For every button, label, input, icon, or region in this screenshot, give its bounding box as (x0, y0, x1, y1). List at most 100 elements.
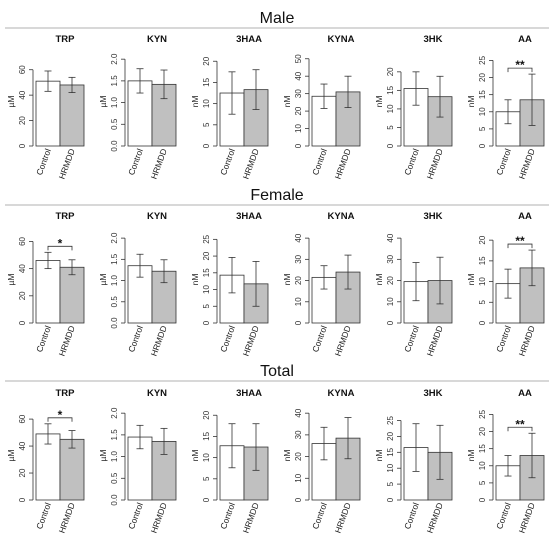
y-tick-label: 15 (478, 444, 487, 453)
x-tick-label: Control (310, 501, 329, 530)
y-tick-label: 10 (202, 99, 211, 108)
x-tick-label: HRMDD (57, 324, 77, 357)
y-axis-label: nM (282, 450, 292, 462)
x-tick-label: Control (126, 501, 145, 530)
y-tick-label: 15 (386, 85, 395, 94)
y-tick-label: 60 (18, 236, 27, 245)
y-tick-label: 0 (386, 143, 395, 148)
panel-trp: TRP 0 20 40 60 µM Control HRMDD (6, 34, 85, 180)
bar-control (311, 443, 337, 501)
x-tick-label: Control (310, 147, 329, 176)
y-tick-label: 15 (202, 268, 211, 277)
y-tick-label: 20 (386, 67, 395, 76)
panel-aa: AA 0 5 10 15 20 25 nM Control HRMDD ** (466, 388, 545, 534)
x-tick-label: HRMDD (241, 147, 261, 180)
panel-title: 3HAA (236, 211, 262, 222)
panel-trp: TRP 0 20 40 60 µM Control HRMDD * (6, 388, 85, 534)
y-tick-label: 20 (294, 452, 303, 461)
x-tick-label: HRMDD (149, 501, 169, 534)
panel-title: AA (518, 34, 532, 45)
y-tick-label: 5 (478, 300, 487, 305)
y-tick-label: 20 (18, 116, 27, 125)
y-tick-label: 0.0 (110, 494, 119, 506)
panel-3hk: 3HK 0 10 20 30 40 nM Control HRMDD (374, 211, 453, 357)
panel-aa: AA 0 5 10 15 20 25 nM Control HRMDD ** (466, 34, 545, 180)
panel-3hk: 3HK 0 5 10 15 20 25 nM Control HRMDD (374, 388, 453, 534)
panel-title: 3HK (423, 211, 442, 222)
y-tick-label: 0 (202, 320, 211, 325)
y-tick-label: 10 (386, 463, 395, 472)
y-tick-label: 1.0 (110, 450, 119, 462)
bar-control (127, 265, 153, 324)
x-tick-label: Control (218, 501, 237, 530)
y-tick-label: 10 (386, 104, 395, 113)
panel-title: TRP (56, 211, 76, 222)
bar-hrmdd (59, 84, 85, 147)
y-axis-label: µM (6, 96, 16, 108)
y-tick-label: 0 (294, 320, 303, 325)
x-tick-label: HRMDD (149, 147, 169, 180)
y-tick-label: 10 (294, 297, 303, 306)
x-tick-label: Control (402, 501, 421, 530)
x-tick-label: Control (402, 147, 421, 176)
significance-marker: ** (515, 58, 525, 72)
section-title: Total (260, 363, 294, 380)
significance-marker: * (58, 408, 63, 422)
significance-bracket (507, 426, 533, 432)
y-tick-label: 40 (386, 233, 395, 242)
y-axis-label: µM (6, 450, 16, 462)
bar-hrmdd (427, 96, 453, 147)
y-tick-label: 20 (478, 235, 487, 244)
panel-title: KYN (147, 388, 167, 399)
y-tick-label: 20 (202, 251, 211, 260)
significance-bracket (47, 245, 73, 251)
x-tick-label: Control (34, 147, 53, 176)
x-tick-label: HRMDD (517, 501, 537, 534)
panel-title: 3HAA (236, 34, 262, 45)
y-tick-label: 5 (478, 126, 487, 131)
y-tick-label: 10 (202, 285, 211, 294)
y-tick-label: 30 (294, 89, 303, 98)
y-axis-label: nM (190, 450, 200, 462)
y-tick-label: 15 (478, 90, 487, 99)
y-tick-label: 0 (478, 497, 487, 502)
y-tick-label: 1.5 (110, 75, 119, 87)
y-tick-label: 15 (386, 447, 395, 456)
y-tick-label: 20 (202, 56, 211, 65)
y-axis-label: nM (374, 450, 384, 462)
y-tick-label: 0 (478, 143, 487, 148)
y-axis-label: nM (466, 274, 476, 286)
x-tick-label: Control (310, 324, 329, 353)
y-axis-label: nM (374, 274, 384, 286)
y-tick-label: 40 (18, 264, 27, 273)
panel-3hk: 3HK 0 5 10 15 20 nM Control HRMDD (374, 34, 453, 180)
x-tick-label: HRMDD (57, 147, 77, 180)
panel-kyn: KYN 0.0 0.5 1.0 1.5 2.0 µM Control HRMDD (98, 211, 177, 357)
significance-bracket (47, 417, 73, 422)
x-tick-label: Control (218, 147, 237, 176)
y-tick-label: 0.5 (110, 296, 119, 308)
y-tick-label: 20 (386, 431, 395, 440)
y-tick-label: 0 (294, 143, 303, 148)
bar-control (35, 260, 61, 324)
y-tick-label: 5 (386, 481, 395, 486)
panel-title: AA (518, 388, 532, 399)
y-tick-label: 0.5 (110, 118, 119, 130)
panel-title: KYN (147, 211, 167, 222)
y-axis-label: µM (98, 274, 108, 286)
x-tick-label: HRMDD (149, 324, 169, 357)
section-title: Male (260, 10, 295, 27)
panel-kyn: KYN 0.0 0.5 1.0 1.5 2.0 µM Control HRMDD (98, 34, 177, 180)
y-tick-label: 1.0 (110, 96, 119, 108)
panel-aa: AA 0 5 10 15 20 nM Control HRMDD ** (466, 211, 545, 357)
significance-marker: ** (515, 234, 525, 248)
y-tick-label: 0 (18, 143, 27, 148)
y-tick-label: 2.0 (110, 407, 119, 419)
y-tick-label: 0.0 (110, 317, 119, 329)
panel-title: KYNA (328, 34, 355, 45)
x-tick-label: Control (218, 324, 237, 353)
significance-marker: ** (515, 417, 525, 431)
y-tick-label: 15 (202, 431, 211, 440)
y-tick-label: 50 (294, 54, 303, 63)
